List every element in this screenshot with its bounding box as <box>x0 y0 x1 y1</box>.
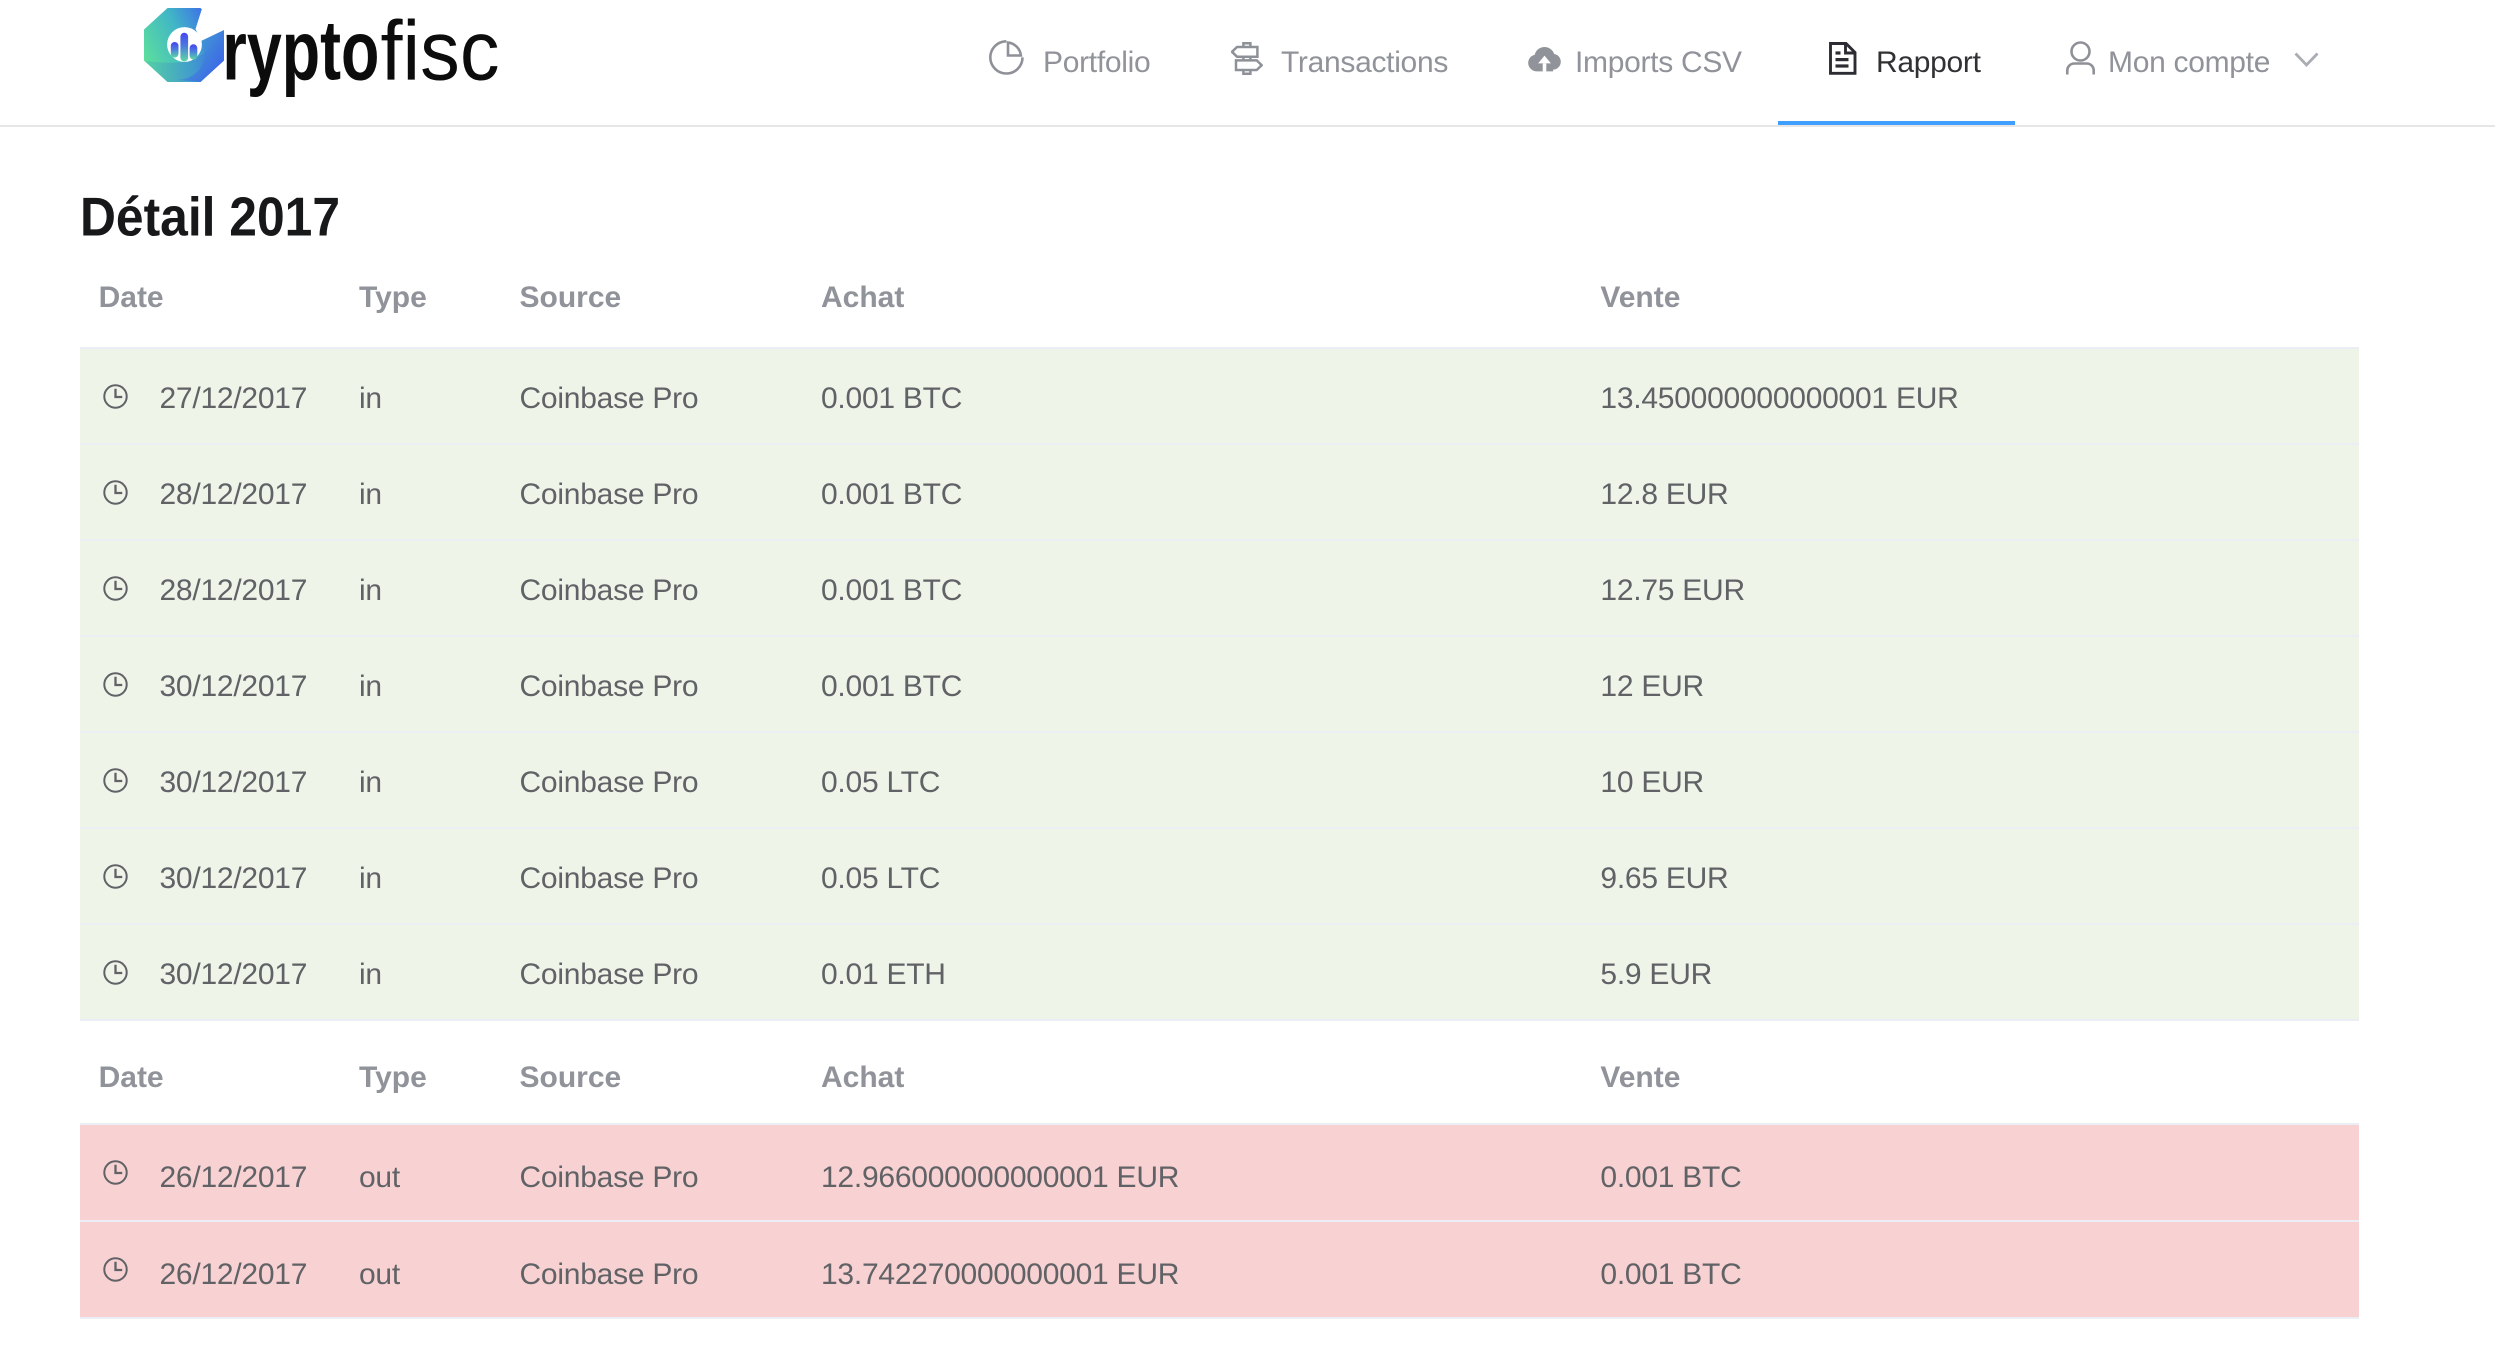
svg-text:rypto: rypto <box>222 4 379 98</box>
svg-text:fisc: fisc <box>381 4 500 98</box>
svg-text:Détail 2017: Détail 2017 <box>80 186 340 248</box>
